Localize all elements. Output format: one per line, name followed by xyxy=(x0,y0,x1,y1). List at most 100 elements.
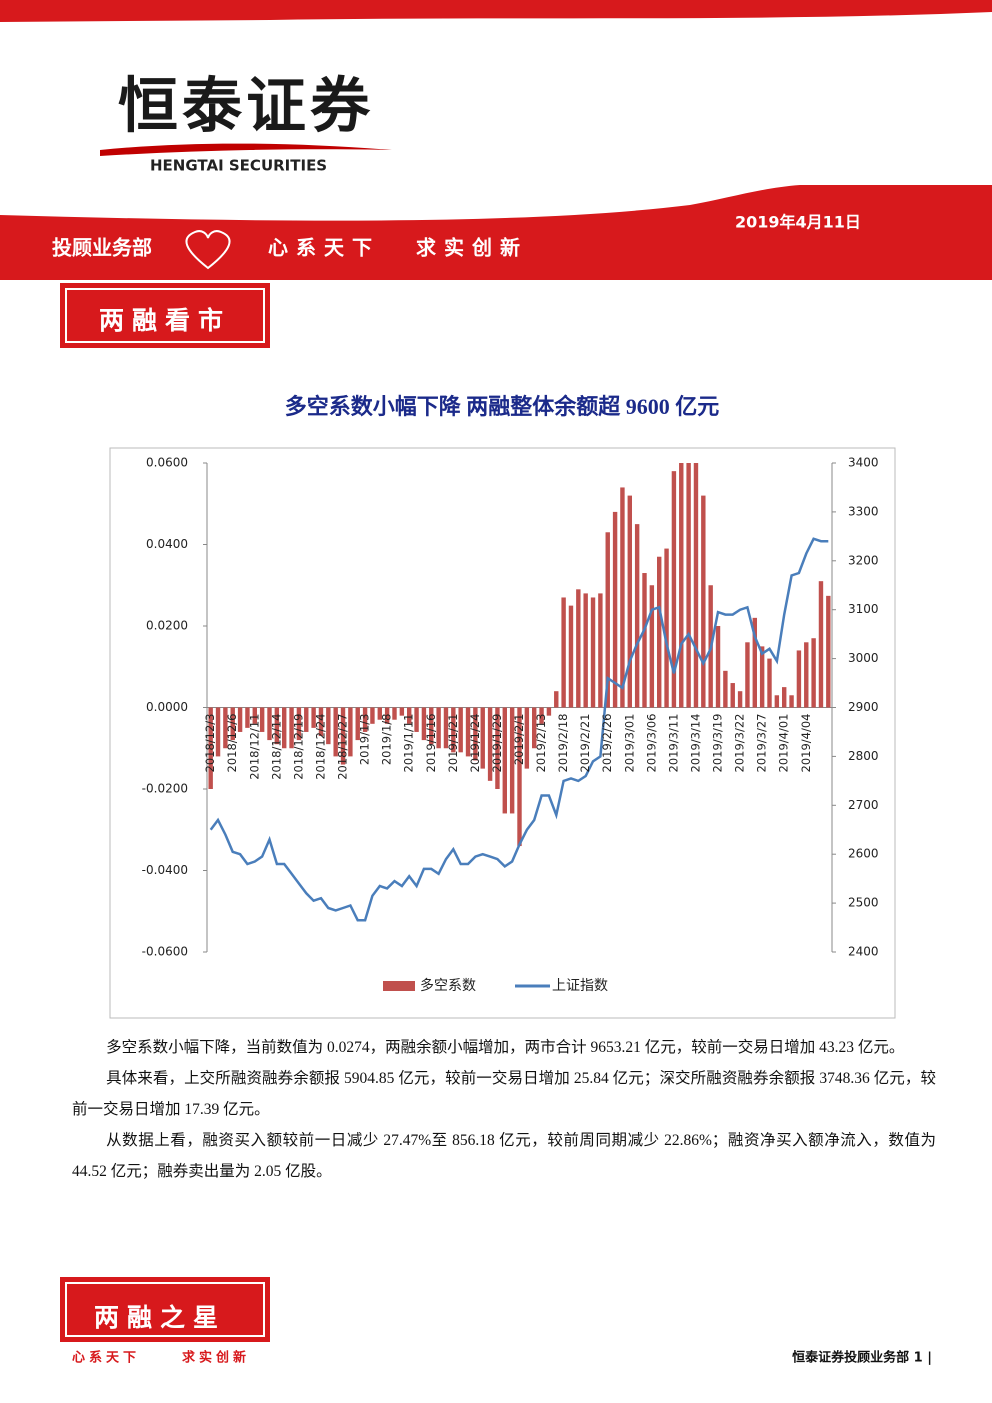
x-tick-label: 2019/1/24 xyxy=(468,714,482,773)
bar xyxy=(634,524,640,708)
bar xyxy=(686,463,691,708)
y2-tick-label: 2400 xyxy=(848,945,879,959)
x-tick-label: 2019/2/18 xyxy=(556,714,570,773)
bar xyxy=(274,707,280,745)
bar xyxy=(605,532,610,708)
x-tick-label: 2019/1/8 xyxy=(380,714,394,766)
bar xyxy=(340,707,346,765)
bar xyxy=(649,585,655,708)
x-tick-label: 2019/3/14 xyxy=(688,714,702,773)
bar xyxy=(282,707,287,749)
section-box xyxy=(60,1277,270,1342)
bar xyxy=(583,593,588,708)
bar xyxy=(554,691,559,708)
page-footer: 恒泰证券投顾业务部 1 | xyxy=(792,1350,932,1366)
paragraph: 多空系数小幅下降，当前数值为 0.0274，两融余额小幅增加，两市合计 9653… xyxy=(106,1039,905,1056)
bar xyxy=(679,463,684,708)
x-tick-label: 2019/3/06 xyxy=(644,714,658,773)
line xyxy=(209,537,829,922)
bar xyxy=(789,695,794,708)
red-band xyxy=(0,185,992,280)
bar xyxy=(421,707,427,741)
x-tick-label: 2019/4/04 xyxy=(799,714,813,773)
x-tick-label: 2018/12/24 xyxy=(313,714,327,780)
bar xyxy=(399,707,405,716)
section-title: 两融看市 xyxy=(99,306,231,335)
y-tick-label: 0.0600 xyxy=(146,456,188,470)
section-box-inner xyxy=(65,288,265,343)
bar xyxy=(759,646,765,708)
x-tick-label: 2019/3/01 xyxy=(622,714,636,773)
bar xyxy=(326,707,331,745)
bar xyxy=(348,707,353,757)
x-tick-label: 2019/2/1 xyxy=(512,714,526,766)
bar xyxy=(598,593,603,708)
bar xyxy=(451,707,456,753)
bar xyxy=(473,707,478,761)
bar xyxy=(443,707,449,749)
bar xyxy=(730,683,735,708)
bar xyxy=(465,707,471,757)
y2-tick-label: 3200 xyxy=(848,553,879,567)
bar xyxy=(245,707,250,728)
bar xyxy=(723,670,728,708)
y2-tick-label: 2500 xyxy=(848,896,879,910)
bar xyxy=(826,595,831,708)
y2-tick-label: 3300 xyxy=(848,504,879,518)
date: 2019年4月11日 xyxy=(735,213,861,232)
x-tick-label: 2019/3/19 xyxy=(711,714,725,773)
bar xyxy=(752,617,757,708)
top-band xyxy=(0,0,992,22)
x-tick-label: 2019/2/21 xyxy=(578,714,592,773)
bar xyxy=(737,691,743,708)
bar xyxy=(480,707,485,769)
x-tick-label: 2018/12/3 xyxy=(203,714,217,773)
y2-tick-label: 3400 xyxy=(848,456,879,470)
logo-en: HENGTAI SECURITIES xyxy=(150,157,327,175)
body-text: 多空系数小幅下降，当前数值为 0.0274，两融余额小幅增加，两市合计 9653… xyxy=(72,1032,936,1187)
x-tick-label: 2018/12/6 xyxy=(225,714,239,773)
y2-tick-label: 2600 xyxy=(848,847,879,861)
x-tick-label: 2018/12/11 xyxy=(247,714,261,780)
x-tick-label: 2019/3/27 xyxy=(755,714,769,773)
logo: 恒泰证券 xyxy=(118,72,374,142)
bar xyxy=(296,707,302,741)
x-tick-label: 2019/1/29 xyxy=(490,714,504,773)
section-box xyxy=(60,283,270,348)
legend-label: 多空系数 xyxy=(420,977,476,994)
bar xyxy=(333,707,338,757)
bar xyxy=(355,707,360,741)
bar xyxy=(701,495,706,708)
y2-tick-label: 2800 xyxy=(848,749,879,763)
bar xyxy=(561,597,566,708)
bar xyxy=(568,605,574,708)
x-tick-label: 2018/12/14 xyxy=(269,714,283,780)
bar xyxy=(671,471,677,708)
bar xyxy=(208,707,213,789)
bar xyxy=(407,707,412,724)
chart-title: 多空系数小幅下降 两融整体余额超 9600 亿元 xyxy=(285,394,720,419)
bar xyxy=(774,695,780,708)
bar xyxy=(384,707,390,724)
legend-swatch xyxy=(383,981,415,991)
x-tick-label: 2019/1/21 xyxy=(446,714,460,773)
chart-frame xyxy=(109,447,896,1019)
section-box-inner xyxy=(65,1282,265,1337)
bar xyxy=(377,707,382,720)
y2-tick-label: 2700 xyxy=(848,798,879,812)
bar xyxy=(539,707,544,724)
bar xyxy=(259,707,265,732)
bar xyxy=(487,707,493,781)
x-tick-label: 2018/12/27 xyxy=(336,714,350,780)
bar xyxy=(362,707,368,732)
bar xyxy=(576,589,581,708)
bar xyxy=(318,707,324,737)
x-tick-label: 2019/1/11 xyxy=(402,714,416,773)
bar xyxy=(811,638,816,708)
bar xyxy=(620,487,625,708)
bar xyxy=(745,642,750,708)
bar xyxy=(804,642,809,708)
bar xyxy=(627,495,632,708)
bar xyxy=(524,707,530,769)
